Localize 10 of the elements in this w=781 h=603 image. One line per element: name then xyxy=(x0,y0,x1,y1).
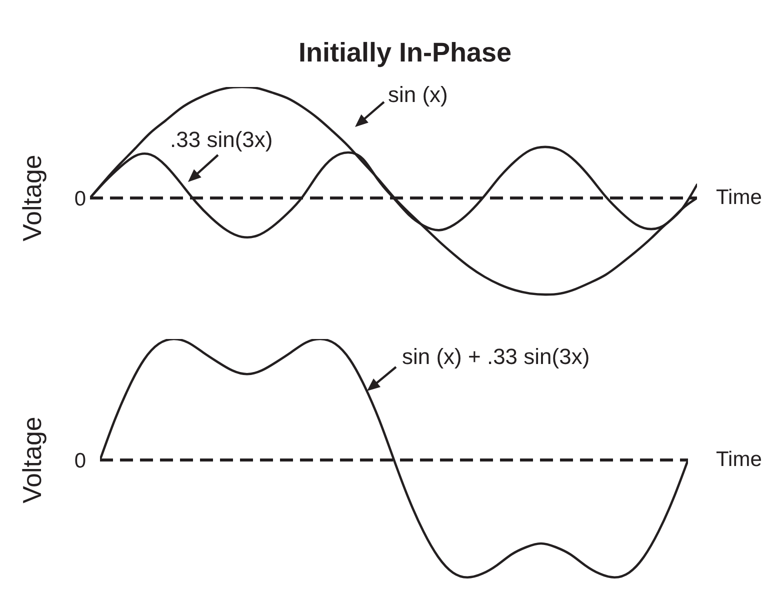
y-axis-title: Voltage xyxy=(17,416,47,504)
series-label: sin (x) + .33 sin(3x) xyxy=(402,344,590,369)
x-axis-title: Time xyxy=(716,448,762,471)
series-label: .33 sin(3x) xyxy=(170,127,273,152)
text: sin (x) xyxy=(388,82,448,107)
ref-line-label: 0 xyxy=(74,449,86,472)
x-axis-title: Time xyxy=(716,186,762,209)
chart-title: Initially In-Phase xyxy=(298,38,512,68)
y-axis-title: Voltage xyxy=(17,154,47,242)
ref-line-label: 0 xyxy=(74,187,86,210)
